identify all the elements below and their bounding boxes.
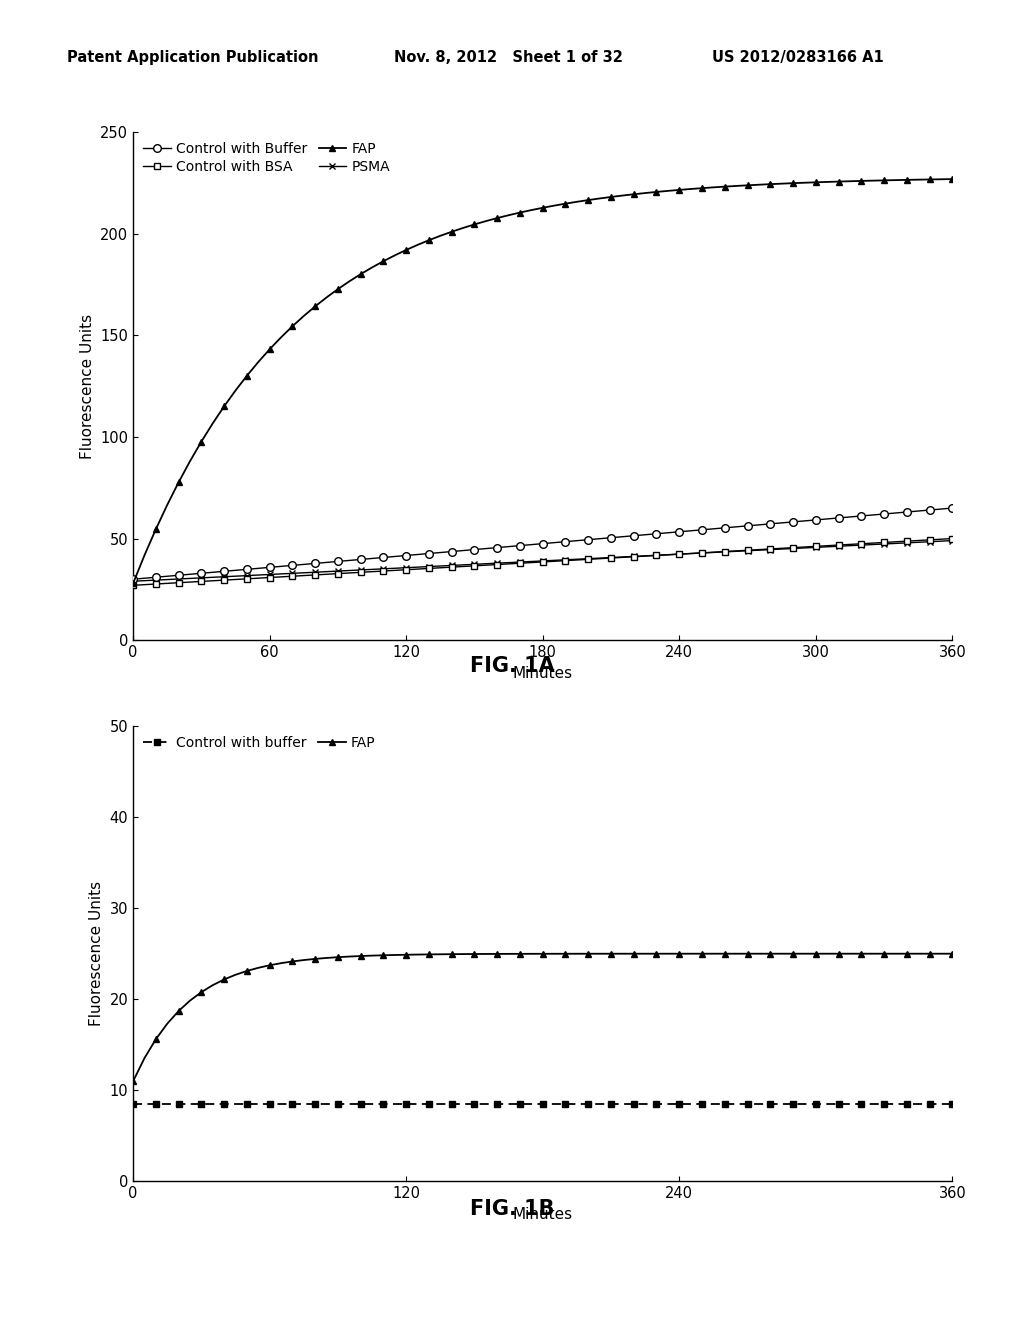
Y-axis label: Fluorescence Units: Fluorescence Units — [89, 882, 104, 1026]
Text: Patent Application Publication: Patent Application Publication — [67, 50, 318, 65]
Line: Control with Buffer: Control with Buffer — [129, 504, 956, 583]
FAP — [537, 946, 549, 962]
FAP — [833, 174, 845, 190]
X-axis label: Minutes: Minutes — [513, 665, 572, 681]
Control with buffer — [810, 1096, 822, 1111]
PSMA — [833, 539, 845, 554]
Text: Nov. 8, 2012   Sheet 1 of 32: Nov. 8, 2012 Sheet 1 of 32 — [394, 50, 624, 65]
Control with BSA — [537, 554, 549, 570]
Control with BSA — [309, 568, 322, 583]
Legend: Control with Buffer, Control with BSA, FAP, PSMA: Control with Buffer, Control with BSA, F… — [140, 139, 393, 177]
Y-axis label: Fluorescence Units: Fluorescence Units — [80, 314, 94, 458]
Control with BSA — [127, 577, 139, 593]
Control with buffer — [946, 1096, 958, 1111]
FAP — [810, 174, 822, 190]
FAP — [127, 576, 139, 591]
PSMA — [810, 540, 822, 556]
Control with buffer — [400, 1096, 413, 1111]
Control with Buffer — [866, 507, 879, 523]
Text: FIG. 1B: FIG. 1B — [470, 1199, 554, 1218]
Line: Control with buffer: Control with buffer — [130, 1101, 955, 1107]
PSMA — [400, 560, 413, 576]
Line: PSMA: PSMA — [130, 537, 955, 585]
Control with buffer — [833, 1096, 845, 1111]
FAP — [400, 242, 413, 257]
Control with BSA — [810, 539, 822, 554]
FAP — [946, 172, 958, 187]
Control with Buffer — [537, 536, 549, 552]
Line: FAP: FAP — [130, 176, 955, 587]
Control with buffer — [866, 1096, 879, 1111]
Control with BSA — [400, 562, 413, 578]
FAP — [400, 946, 413, 962]
FAP — [309, 950, 322, 966]
Text: US 2012/0283166 A1: US 2012/0283166 A1 — [712, 50, 884, 65]
Control with Buffer — [400, 548, 413, 564]
FAP — [866, 173, 879, 189]
PSMA — [537, 553, 549, 569]
Control with Buffer — [309, 556, 322, 572]
Control with Buffer — [833, 510, 845, 525]
Control with buffer — [537, 1096, 549, 1111]
Control with Buffer — [946, 500, 958, 516]
PSMA — [866, 537, 879, 553]
Legend: Control with buffer, FAP: Control with buffer, FAP — [140, 733, 379, 752]
Line: FAP: FAP — [130, 950, 955, 1085]
FAP — [946, 946, 958, 962]
PSMA — [127, 573, 139, 589]
Control with BSA — [833, 537, 845, 553]
Text: FIG. 1A: FIG. 1A — [470, 656, 554, 676]
FAP — [810, 946, 822, 962]
X-axis label: Minutes: Minutes — [513, 1206, 572, 1222]
Control with BSA — [866, 535, 879, 550]
PSMA — [309, 564, 322, 579]
FAP — [127, 1073, 139, 1089]
PSMA — [946, 533, 958, 549]
FAP — [866, 946, 879, 962]
FAP — [309, 298, 322, 314]
Line: Control with BSA: Control with BSA — [130, 536, 955, 589]
FAP — [833, 946, 845, 962]
Control with Buffer — [810, 512, 822, 528]
Control with buffer — [309, 1096, 322, 1111]
Control with Buffer — [127, 572, 139, 587]
Control with BSA — [946, 531, 958, 546]
FAP — [537, 199, 549, 215]
Control with buffer — [127, 1096, 139, 1111]
